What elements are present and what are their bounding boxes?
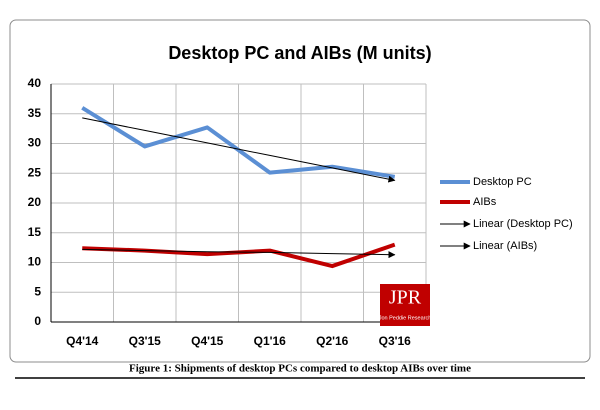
caption: Figure 1: Shipments of desktop PCs compa… bbox=[129, 363, 471, 375]
x-tick-label: Q4'15 bbox=[191, 334, 224, 348]
legend-label: Desktop PC bbox=[473, 176, 532, 188]
trend-line bbox=[82, 248, 396, 259]
trend-line bbox=[82, 117, 396, 183]
x-tick-label: Q2'16 bbox=[316, 334, 349, 348]
line-series bbox=[81, 106, 396, 179]
y-tick-label: 0 bbox=[34, 314, 41, 328]
y-tick-label: 10 bbox=[28, 255, 42, 269]
y-tick-label: 40 bbox=[28, 76, 42, 90]
y-tick-label: 30 bbox=[28, 136, 42, 150]
y-tick-label: 15 bbox=[28, 225, 42, 239]
logo-text: JPR bbox=[389, 287, 422, 309]
logo: JPR Jon Peddie Research bbox=[379, 284, 432, 326]
legend-label: Linear (Desktop PC) bbox=[473, 218, 573, 230]
logo-subtext: Jon Peddie Research bbox=[379, 315, 432, 321]
y-tick-label: 20 bbox=[28, 195, 42, 209]
logo-box bbox=[380, 284, 430, 326]
chart-title: Desktop PC and AIBs (M units) bbox=[168, 43, 431, 63]
x-tick-label: Q3'15 bbox=[129, 334, 162, 348]
legend-label: Linear (AIBs) bbox=[473, 240, 537, 252]
chart-frame bbox=[9, 19, 591, 363]
legend-label: AIBs bbox=[473, 196, 497, 208]
x-tick-label: Q3'16 bbox=[379, 334, 412, 348]
y-tick-label: 25 bbox=[28, 165, 42, 179]
y-tick-label: 35 bbox=[28, 106, 42, 120]
y-tick-label: 5 bbox=[34, 284, 41, 298]
x-tick-label: Q1'16 bbox=[254, 334, 287, 348]
x-tick-label: Q4'14 bbox=[66, 334, 99, 348]
